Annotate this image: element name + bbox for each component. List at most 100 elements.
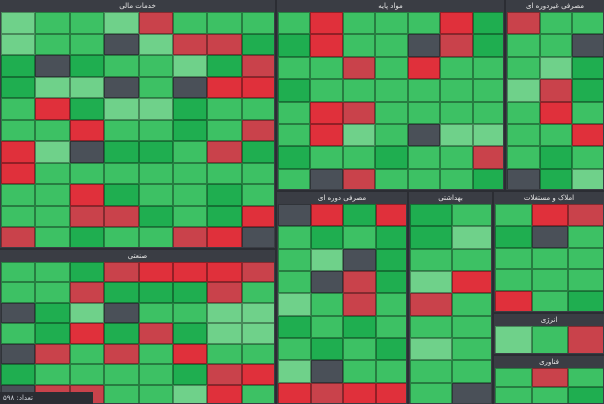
symbol-tile[interactable] bbox=[1, 205, 36, 228]
symbol-tile[interactable] bbox=[69, 12, 105, 34]
symbol-tile[interactable] bbox=[539, 12, 573, 35]
symbol-tile[interactable] bbox=[207, 76, 242, 99]
symbol-tile[interactable] bbox=[278, 168, 311, 189]
symbol-tile[interactable] bbox=[410, 382, 452, 403]
symbol-tile[interactable] bbox=[172, 343, 208, 365]
symbol-tile[interactable] bbox=[241, 323, 274, 344]
symbol-tile[interactable] bbox=[104, 162, 139, 185]
symbol-tile[interactable] bbox=[207, 205, 242, 228]
symbol-tile[interactable] bbox=[207, 343, 242, 365]
symbol-tile[interactable] bbox=[472, 79, 503, 102]
symbol-tile[interactable] bbox=[407, 101, 441, 124]
symbol-tile[interactable] bbox=[138, 141, 173, 163]
symbol-tile[interactable] bbox=[278, 101, 311, 124]
symbol-tile[interactable] bbox=[310, 360, 343, 383]
symbol-tile[interactable] bbox=[69, 343, 105, 365]
symbol-tile[interactable] bbox=[241, 119, 274, 142]
symbol-tile[interactable] bbox=[451, 293, 491, 316]
symbol-tile[interactable] bbox=[69, 262, 105, 283]
symbol-tile[interactable] bbox=[531, 204, 569, 226]
symbol-tile[interactable] bbox=[138, 205, 173, 228]
symbol-tile[interactable] bbox=[375, 56, 408, 80]
symbol-tile[interactable] bbox=[568, 225, 603, 248]
symbol-tile[interactable] bbox=[104, 55, 139, 77]
symbol-tile[interactable] bbox=[410, 360, 452, 383]
symbol-tile[interactable] bbox=[495, 386, 532, 403]
symbol-tile[interactable] bbox=[35, 98, 70, 120]
symbol-tile[interactable] bbox=[310, 56, 343, 80]
symbol-tile[interactable] bbox=[69, 205, 105, 228]
symbol-tile[interactable] bbox=[278, 293, 311, 316]
symbol-tile[interactable] bbox=[407, 34, 441, 57]
symbol-tile[interactable] bbox=[472, 56, 503, 80]
symbol-tile[interactable] bbox=[440, 168, 473, 189]
symbol-tile[interactable] bbox=[172, 364, 208, 385]
symbol-tile[interactable] bbox=[507, 12, 540, 35]
symbol-tile[interactable] bbox=[531, 368, 569, 387]
symbol-tile[interactable] bbox=[507, 168, 540, 189]
symbol-tile[interactable] bbox=[342, 34, 376, 57]
symbol-tile[interactable] bbox=[138, 227, 173, 247]
symbol-tile[interactable] bbox=[172, 33, 208, 56]
symbol-tile[interactable] bbox=[207, 282, 242, 303]
symbol-tile[interactable] bbox=[407, 123, 441, 147]
symbol-tile[interactable] bbox=[69, 33, 105, 56]
symbol-tile[interactable] bbox=[35, 262, 70, 283]
symbol-tile[interactable] bbox=[241, 12, 274, 34]
symbol-tile[interactable] bbox=[375, 146, 408, 169]
symbol-tile[interactable] bbox=[342, 123, 376, 147]
symbol-tile[interactable] bbox=[172, 262, 208, 283]
symbol-tile[interactable] bbox=[342, 168, 376, 189]
symbol-tile[interactable] bbox=[278, 315, 311, 338]
symbol-tile[interactable] bbox=[495, 291, 532, 311]
symbol-tile[interactable] bbox=[104, 364, 139, 385]
symbol-tile[interactable] bbox=[172, 98, 208, 120]
symbol-tile[interactable] bbox=[375, 293, 406, 316]
symbol-tile[interactable] bbox=[1, 343, 36, 365]
symbol-tile[interactable] bbox=[568, 326, 603, 353]
symbol-tile[interactable] bbox=[241, 98, 274, 120]
symbol-tile[interactable] bbox=[410, 226, 452, 249]
symbol-tile[interactable] bbox=[207, 162, 242, 185]
symbol-tile[interactable] bbox=[375, 12, 408, 35]
symbol-tile[interactable] bbox=[568, 368, 603, 387]
symbol-tile[interactable] bbox=[241, 262, 274, 283]
symbol-tile[interactable] bbox=[531, 326, 569, 353]
symbol-tile[interactable] bbox=[310, 12, 343, 35]
symbol-tile[interactable] bbox=[572, 101, 603, 124]
symbol-tile[interactable] bbox=[104, 12, 139, 34]
symbol-tile[interactable] bbox=[104, 282, 139, 303]
symbol-tile[interactable] bbox=[310, 168, 343, 189]
symbol-tile[interactable] bbox=[495, 368, 532, 387]
symbol-tile[interactable] bbox=[495, 269, 532, 292]
symbol-tile[interactable] bbox=[472, 168, 503, 189]
symbol-tile[interactable] bbox=[138, 12, 173, 34]
symbol-tile[interactable] bbox=[241, 302, 274, 324]
symbol-tile[interactable] bbox=[35, 184, 70, 206]
symbol-tile[interactable] bbox=[539, 123, 573, 147]
symbol-tile[interactable] bbox=[451, 271, 491, 294]
symbol-tile[interactable] bbox=[342, 79, 376, 102]
symbol-tile[interactable] bbox=[1, 98, 36, 120]
symbol-tile[interactable] bbox=[407, 12, 441, 35]
symbol-tile[interactable] bbox=[138, 384, 173, 403]
symbol-tile[interactable] bbox=[343, 360, 376, 383]
symbol-tile[interactable] bbox=[35, 162, 70, 185]
symbol-tile[interactable] bbox=[342, 146, 376, 169]
symbol-tile[interactable] bbox=[539, 168, 573, 189]
symbol-tile[interactable] bbox=[375, 360, 406, 383]
symbol-tile[interactable] bbox=[440, 146, 473, 169]
symbol-tile[interactable] bbox=[104, 262, 139, 283]
symbol-tile[interactable] bbox=[69, 302, 105, 324]
symbol-tile[interactable] bbox=[138, 323, 173, 344]
symbol-tile[interactable] bbox=[172, 205, 208, 228]
symbol-tile[interactable] bbox=[172, 384, 208, 403]
symbol-tile[interactable] bbox=[572, 123, 603, 147]
symbol-tile[interactable] bbox=[172, 141, 208, 163]
symbol-tile[interactable] bbox=[138, 98, 173, 120]
symbol-tile[interactable] bbox=[104, 119, 139, 142]
symbol-tile[interactable] bbox=[35, 282, 70, 303]
symbol-tile[interactable] bbox=[172, 119, 208, 142]
symbol-tile[interactable] bbox=[440, 79, 473, 102]
symbol-tile[interactable] bbox=[278, 338, 311, 361]
